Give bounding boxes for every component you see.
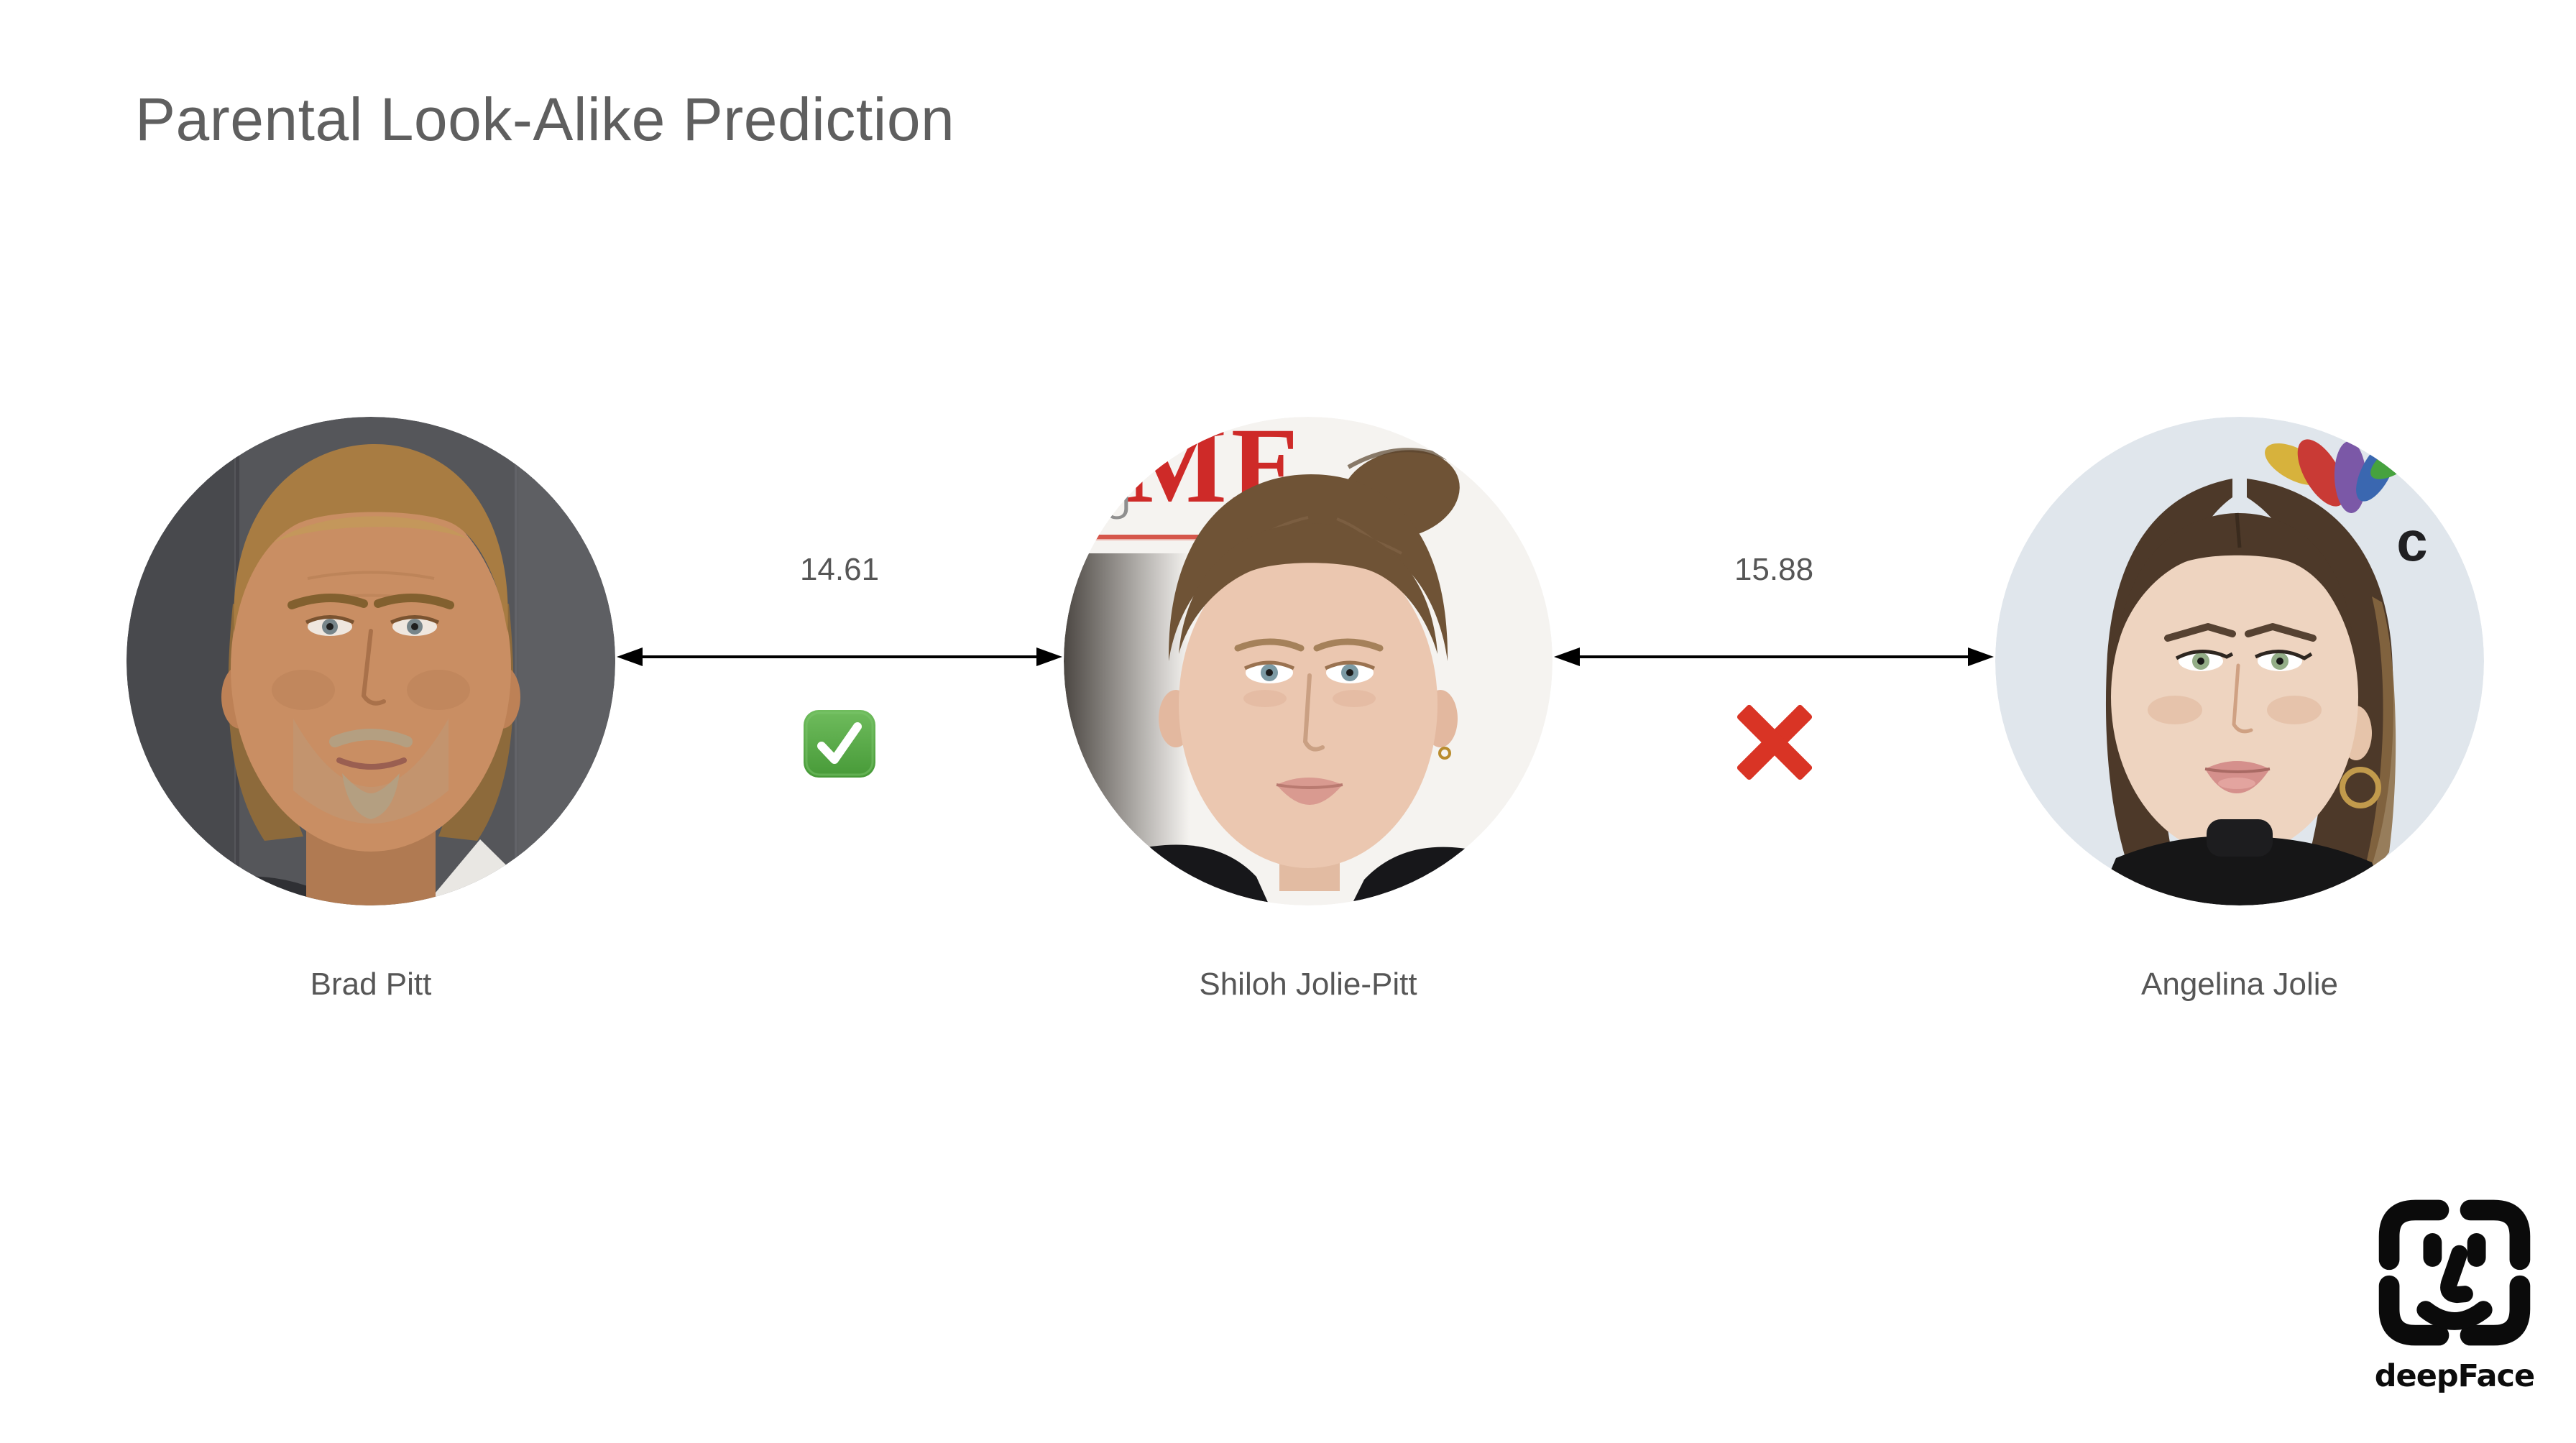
magazine-sub-text: U <box>1103 484 1131 527</box>
page-title: Parental Look-Alike Prediction <box>135 86 955 153</box>
angelina-nose <box>2232 663 2253 734</box>
brad-nose <box>361 629 386 706</box>
angelina-turtleneck-collar <box>2207 819 2273 857</box>
brad-left-eyebrow <box>288 593 368 609</box>
brad-right-eyebrow <box>374 593 454 609</box>
brad-pitt-portrait-illustration <box>126 417 615 905</box>
person-name-brad-pitt: Brad Pitt <box>310 967 432 1002</box>
distance-value-brad-shiloh: 14.61 <box>799 552 880 587</box>
arrow-left-head <box>617 647 643 666</box>
photo-brad-pitt <box>126 417 615 905</box>
angelina-hoop-earring <box>2340 767 2381 808</box>
logo-smile <box>2416 1301 2493 1330</box>
bracket-top-right <box>2460 1199 2531 1271</box>
person-name-angelina-jolie: Angelina Jolie <box>2141 967 2338 1002</box>
check-mark-icon <box>804 710 875 778</box>
angelina-left-eyebrow <box>2164 623 2236 642</box>
magazine-red-line <box>1064 535 1294 539</box>
angelina-right-eyeliner <box>2254 649 2313 660</box>
angelina-left-eyeliner <box>2175 649 2234 660</box>
brad-mouth <box>336 757 407 770</box>
arrow-left-head <box>1554 647 1580 666</box>
photo-shiloh-jolie-pitt: ME U <box>1064 417 1552 905</box>
similarity-arrow-brad-shiloh <box>617 647 1062 666</box>
shiloh-left-eyebrow <box>1234 638 1305 652</box>
brad-hair-top <box>234 443 508 632</box>
brad-face <box>231 485 511 852</box>
photo-angelina-jolie: c <box>1995 417 2484 905</box>
angelina-right-eyebrow <box>2245 623 2317 642</box>
deepface-logo-icon <box>2378 1199 2531 1346</box>
brad-mustache <box>329 729 413 747</box>
arrow-right-head <box>1968 647 1994 666</box>
deepface-branding: deepFace <box>2370 1193 2539 1394</box>
shiloh-nose <box>1302 673 1325 752</box>
shiloh-portrait-illustration: ME U <box>1064 417 1552 905</box>
distance-value-shiloh-angelina: 15.88 <box>1734 552 1814 587</box>
shiloh-earring <box>1438 747 1451 760</box>
deepface-wordmark: deepFace <box>2374 1358 2535 1394</box>
shiloh-lips <box>1276 778 1343 805</box>
shiloh-right-eyebrow <box>1313 638 1384 652</box>
arrow-right-head <box>1036 647 1062 666</box>
angelina-hair-highlight <box>2359 596 2396 891</box>
similarity-arrow-shiloh-angelina <box>1554 647 1994 666</box>
logo-nose <box>2440 1245 2473 1304</box>
angelina-black-sweater <box>2096 836 2389 905</box>
angelina-hair-right <box>2247 479 2394 905</box>
bracket-top-left <box>2378 1199 2450 1271</box>
bracket-bottom-left <box>2378 1275 2450 1346</box>
brad-stubble <box>293 719 448 824</box>
brad-goatee <box>342 773 400 819</box>
cross-mark-icon <box>1736 704 1813 780</box>
bracket-bottom-right <box>2460 1275 2531 1346</box>
angelina-portrait-illustration: c <box>1995 417 2484 905</box>
person-name-shiloh-jolie-pitt: Shiloh Jolie-Pitt <box>1199 967 1417 1002</box>
shiloh-hair <box>1168 474 1448 661</box>
backdrop-letter: c <box>2396 510 2427 573</box>
